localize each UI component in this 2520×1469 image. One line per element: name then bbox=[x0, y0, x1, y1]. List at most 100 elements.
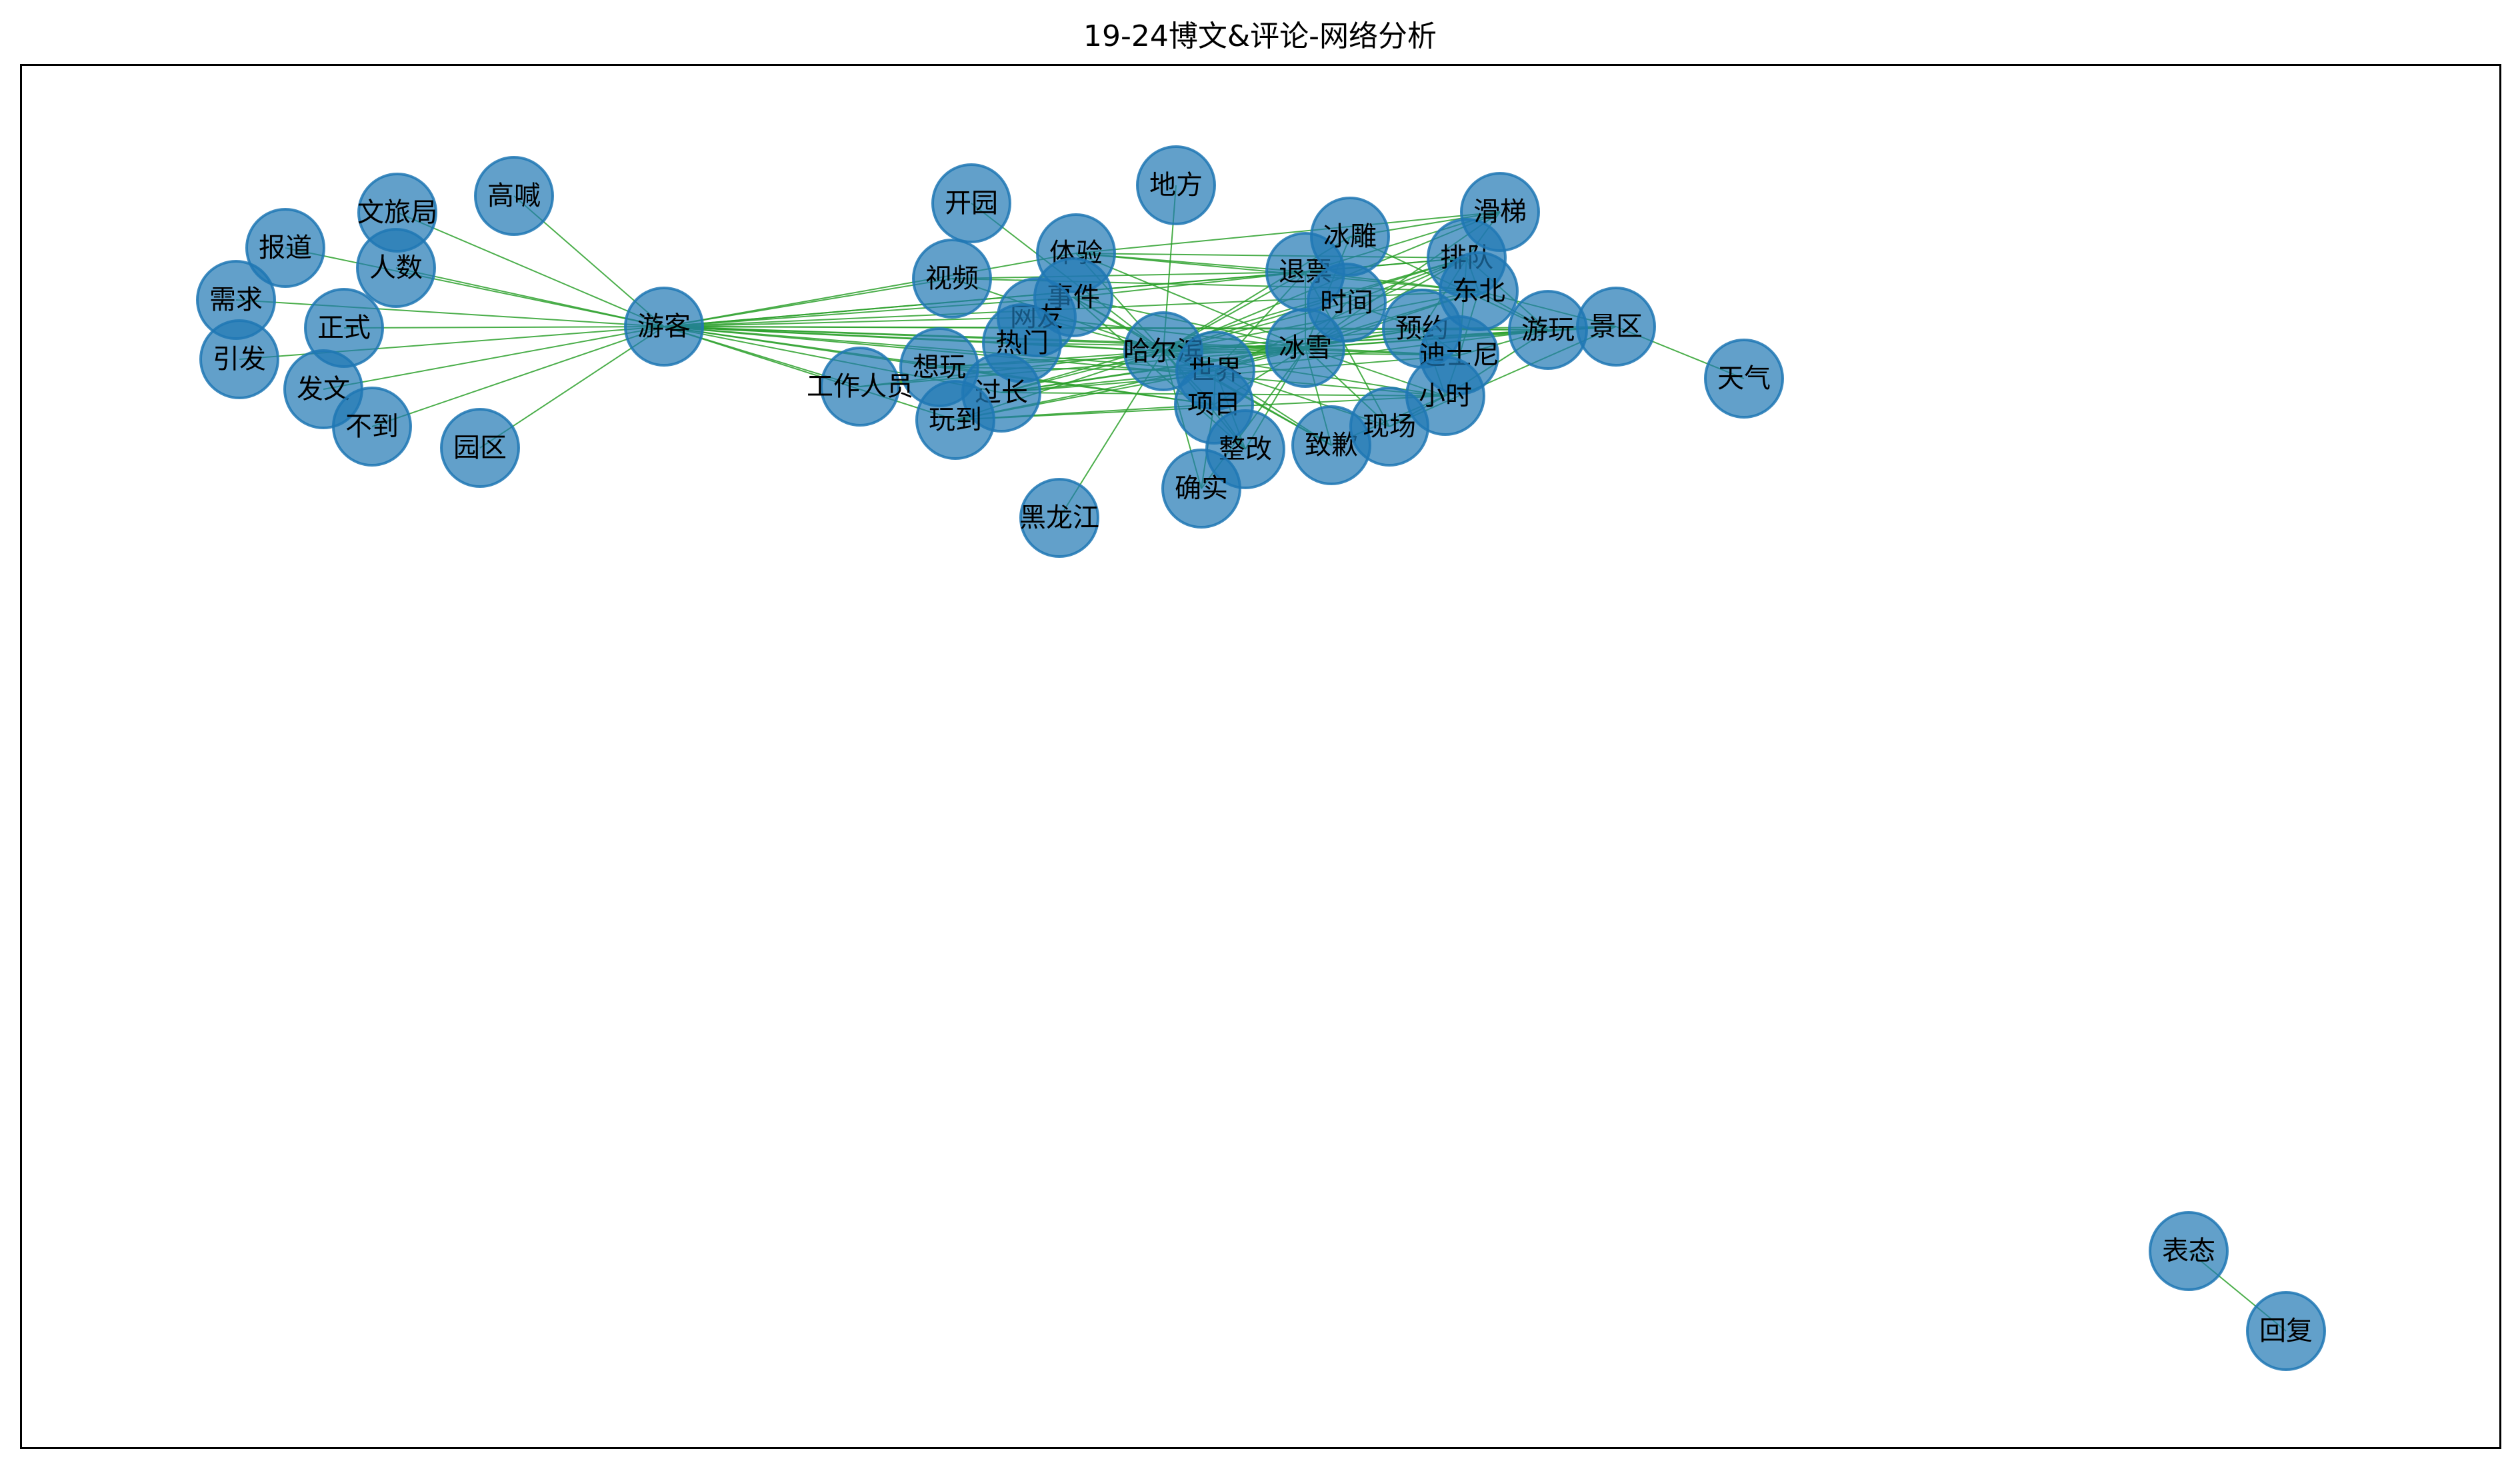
edge-hub_youke-fawen bbox=[323, 326, 665, 390]
node-xuqiu: 需求 bbox=[196, 260, 276, 340]
node-label: 冰雕 bbox=[1323, 221, 1377, 252]
node-label: 滑梯 bbox=[1473, 197, 1527, 227]
edge-hub_youke-wandao bbox=[663, 326, 956, 421]
node-label: 正式 bbox=[317, 313, 371, 343]
node-circle bbox=[440, 408, 520, 488]
node-hub_youke: 游客 bbox=[624, 287, 704, 367]
node-label: 引发 bbox=[213, 344, 266, 375]
node-label: 人数 bbox=[369, 253, 423, 283]
node-circle bbox=[1576, 287, 1656, 367]
node-heilongjiang: 黑龙江 bbox=[1019, 478, 1099, 558]
node-label: 开园 bbox=[945, 188, 998, 219]
node-circle bbox=[820, 347, 900, 427]
edge-hub_youke-xuqiu bbox=[235, 299, 665, 327]
edge-shipin-tuipiao bbox=[951, 271, 1306, 279]
node-label: 玩到 bbox=[929, 405, 982, 435]
node-difang: 地方 bbox=[1136, 145, 1216, 225]
node-label: 景区 bbox=[1589, 311, 1643, 342]
node-label: 地方 bbox=[1149, 170, 1203, 201]
node-label: 工作人员 bbox=[807, 371, 913, 402]
node-circle bbox=[1460, 172, 1540, 252]
node-jingqu: 景区 bbox=[1576, 287, 1656, 367]
edge-hub_youke-zhengshi bbox=[343, 326, 665, 329]
node-bingdiao: 冰雕 bbox=[1310, 197, 1390, 277]
node-baodao: 报道 bbox=[245, 208, 325, 288]
node-circle bbox=[1405, 356, 1485, 436]
node-circle bbox=[1019, 478, 1099, 558]
node-fawen: 发文 bbox=[283, 349, 363, 429]
node-label: 冰雪 bbox=[1279, 333, 1332, 363]
node-circle bbox=[356, 228, 436, 308]
edge-guochang-paidui bbox=[1001, 257, 1467, 393]
node-gongzuorenyuan: 工作人员 bbox=[807, 347, 913, 427]
edge-hub_youke-wenlvju bbox=[397, 212, 665, 327]
node-label: 现场 bbox=[1363, 411, 1416, 442]
node-circle bbox=[915, 380, 995, 460]
node-label: 致歉 bbox=[1305, 430, 1358, 461]
node-huifu: 回复 bbox=[2246, 1291, 2326, 1371]
node-label: 文旅局 bbox=[357, 197, 437, 228]
node-label: 园区 bbox=[453, 433, 507, 463]
node-label: 东北 bbox=[1452, 276, 1505, 307]
node-wandao: 玩到 bbox=[915, 380, 995, 460]
node-label: 不到 bbox=[345, 411, 399, 442]
edge-hub_youke-renshu bbox=[395, 267, 665, 327]
node-circle bbox=[1307, 263, 1387, 343]
node-budao: 不到 bbox=[332, 387, 412, 467]
node-kaiyuan: 开园 bbox=[931, 163, 1011, 243]
edge-hub_youke-budao bbox=[371, 326, 665, 427]
node-circle bbox=[624, 287, 704, 367]
node-label: 时间 bbox=[1320, 287, 1373, 318]
plot-frame bbox=[20, 64, 2501, 1449]
edge-hub_youke-tiyan bbox=[663, 253, 1077, 327]
node-dongbei: 东北 bbox=[1439, 251, 1519, 331]
node-circle bbox=[245, 208, 325, 288]
node-shipin: 视频 bbox=[912, 239, 992, 319]
nodes-layer: 游客高喊文旅局报道人数需求正式引发发文不到园区开园地方体验视频事件网友热门想玩工… bbox=[196, 145, 2326, 1371]
node-huati: 滑梯 bbox=[1460, 172, 1540, 252]
node-label: 报道 bbox=[259, 233, 312, 263]
node-circle bbox=[1136, 145, 1216, 225]
node-tianqi: 天气 bbox=[1704, 339, 1784, 419]
node-label: 表态 bbox=[2162, 1236, 2215, 1266]
node-yinfa: 引发 bbox=[199, 319, 279, 399]
node-label: 小时 bbox=[1419, 381, 1472, 411]
node-label: 视频 bbox=[925, 263, 979, 294]
node-label: 游客 bbox=[637, 311, 691, 342]
node-circle bbox=[912, 239, 992, 319]
node-gaohan: 高喊 bbox=[474, 156, 554, 236]
edge-bingxue-tiyan bbox=[1075, 253, 1306, 349]
node-label: 回复 bbox=[2259, 1316, 2313, 1346]
node-label: 需求 bbox=[209, 285, 263, 315]
node-yuanqu: 园区 bbox=[440, 408, 520, 488]
node-label: 发文 bbox=[297, 374, 350, 405]
node-circle bbox=[1161, 449, 1241, 529]
node-circle bbox=[332, 387, 412, 467]
edge-hub_youke-yinfa bbox=[239, 326, 665, 360]
node-label: 确实 bbox=[1175, 473, 1228, 504]
edge-tiyan-huati bbox=[1075, 211, 1501, 254]
node-circle bbox=[2246, 1291, 2326, 1371]
node-circle bbox=[1704, 339, 1784, 419]
chart-title: 19-24博文&评论-网络分析 bbox=[1083, 19, 1437, 53]
node-label: 想玩 bbox=[913, 352, 966, 383]
node-circle bbox=[474, 156, 554, 236]
node-circle bbox=[931, 163, 1011, 243]
edge-hub_youke-baodao bbox=[285, 247, 665, 327]
node-circle bbox=[2149, 1211, 2229, 1291]
node-label: 游玩 bbox=[1521, 315, 1575, 345]
node-label: 黑龙江 bbox=[1019, 503, 1099, 533]
node-queshi: 确实 bbox=[1161, 449, 1241, 529]
node-youwan: 游玩 bbox=[1508, 290, 1588, 370]
node-biaotai: 表态 bbox=[2149, 1211, 2229, 1291]
node-label: 高喊 bbox=[487, 181, 541, 211]
node-xiaoshi: 小时 bbox=[1405, 356, 1485, 436]
node-label: 天气 bbox=[1717, 363, 1771, 394]
node-circle bbox=[199, 319, 279, 399]
edges-layer bbox=[235, 185, 2287, 1332]
node-renshu: 人数 bbox=[356, 228, 436, 308]
edge-hub_youke-wangyou bbox=[663, 317, 1037, 327]
node-shijian2: 时间 bbox=[1307, 263, 1387, 343]
node-circle bbox=[1439, 251, 1519, 331]
